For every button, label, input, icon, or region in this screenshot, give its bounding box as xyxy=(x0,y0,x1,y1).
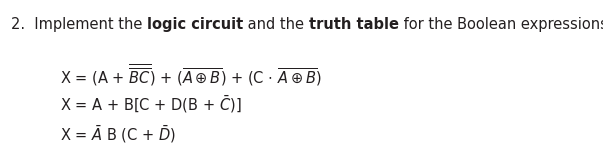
Text: and the: and the xyxy=(243,17,309,32)
Text: truth table: truth table xyxy=(309,17,399,32)
Text: 2.  Implement the: 2. Implement the xyxy=(11,17,147,32)
Text: logic circuit: logic circuit xyxy=(147,17,243,32)
Text: X = $\bar{A}$ B (C + $\bar{D}$): X = $\bar{A}$ B (C + $\bar{D}$) xyxy=(60,124,176,143)
Text: X = (A + $\overline{\overline{BC}}$) + ($\overline{A \oplus B}$) + (C $\cdot$ $\: X = (A + $\overline{\overline{BC}}$) + (… xyxy=(60,63,322,88)
Text: X = A + B[C + D(B + $\bar{C}$)]: X = A + B[C + D(B + $\bar{C}$)] xyxy=(60,94,242,115)
Text: for the Boolean expressions shown below.: for the Boolean expressions shown below. xyxy=(399,17,603,32)
